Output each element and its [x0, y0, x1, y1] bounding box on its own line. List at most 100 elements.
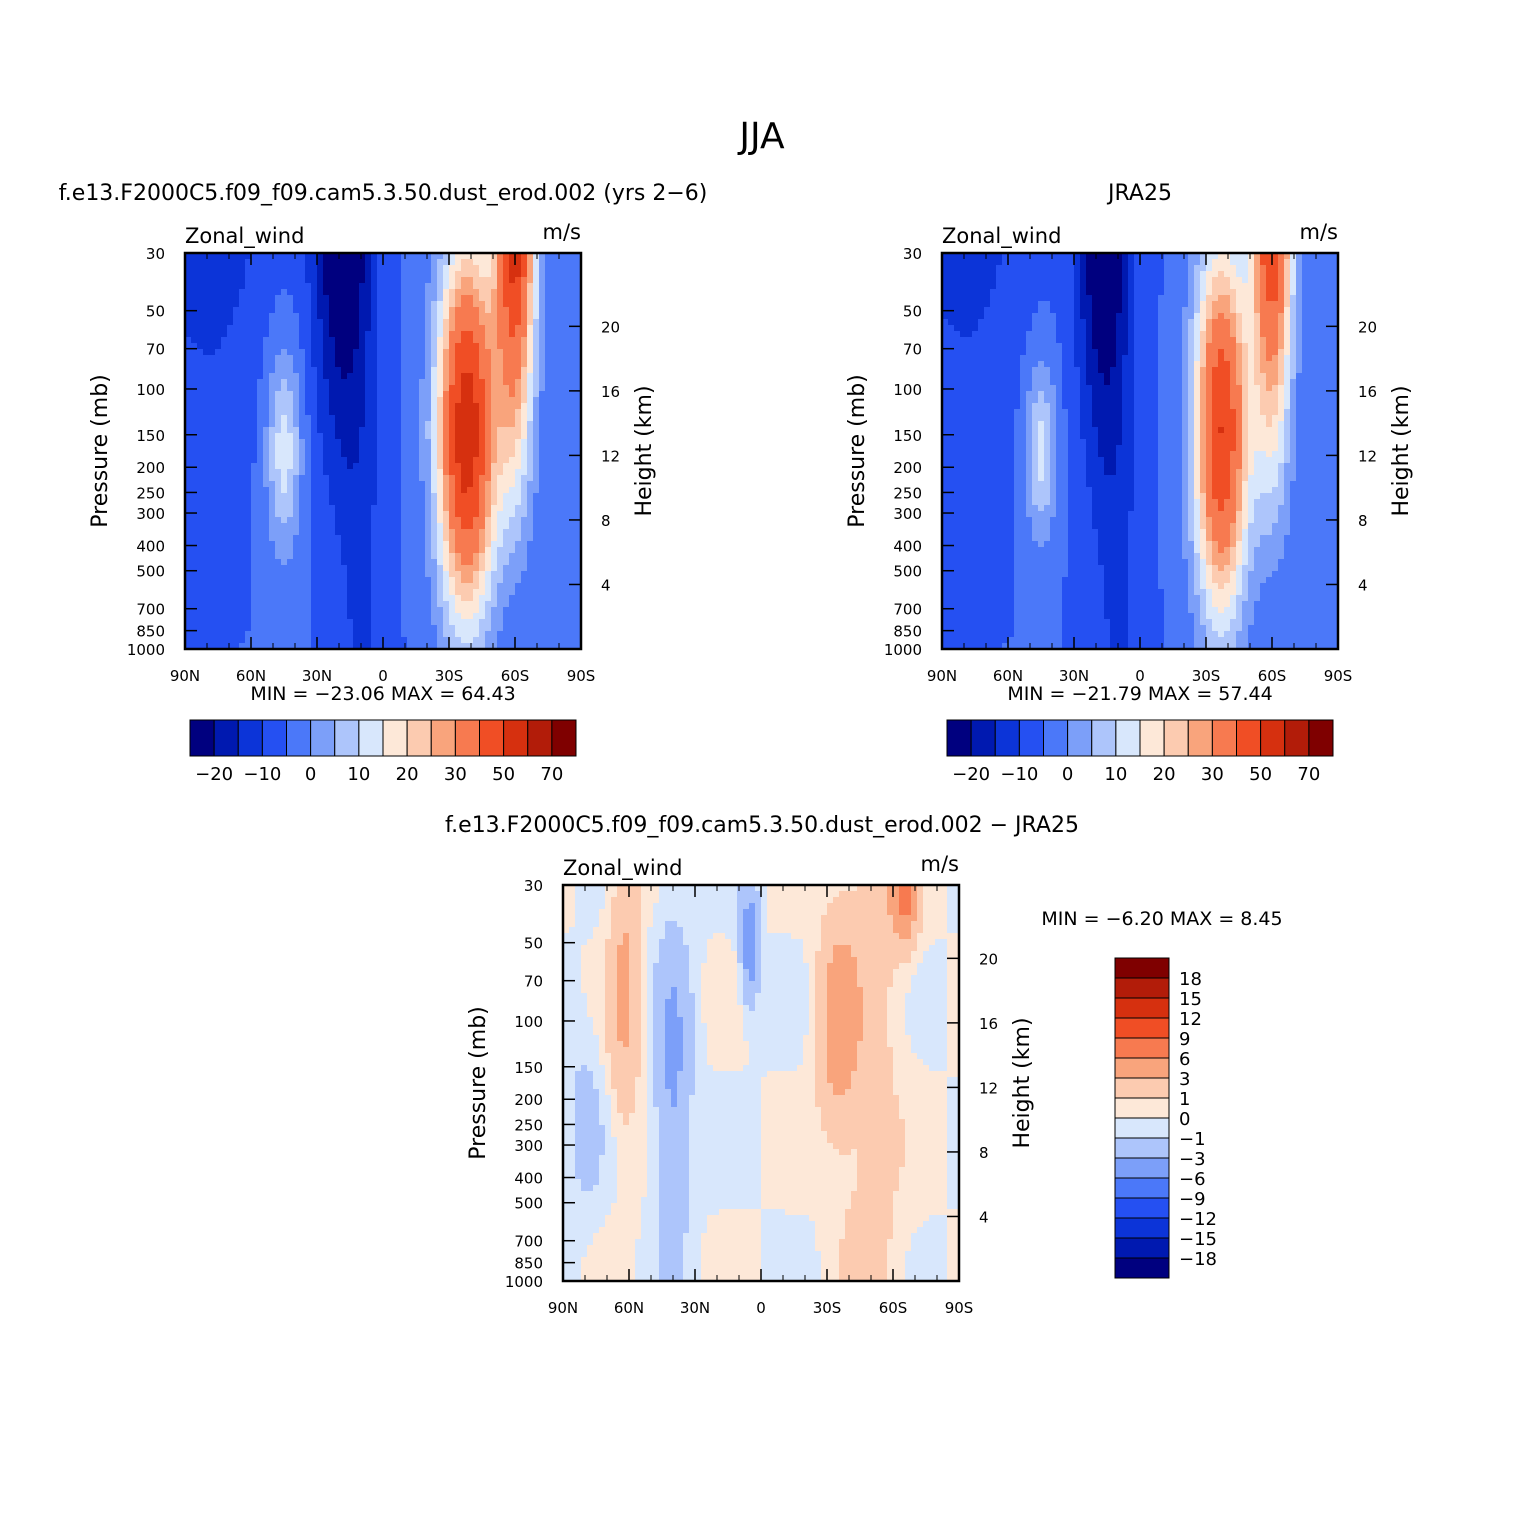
heatmap-cell	[960, 421, 967, 428]
heatmap-cell	[233, 559, 240, 566]
heatmap-cell	[978, 397, 985, 404]
heatmap-cell	[383, 511, 390, 518]
heatmap-cell	[515, 343, 522, 350]
heatmap-cell	[545, 289, 552, 296]
heatmap-cell	[227, 385, 234, 392]
heatmap-cell	[960, 631, 967, 638]
heatmap-cell	[431, 445, 438, 452]
heatmap-cell	[954, 295, 961, 302]
heatmap-cell	[389, 457, 396, 464]
heatmap-cell	[479, 553, 486, 560]
heatmap-cell	[419, 589, 426, 596]
heatmap-cell	[984, 469, 991, 476]
heatmap-cell	[978, 331, 985, 338]
heatmap-cell	[984, 301, 991, 308]
heatmap-cell	[521, 355, 528, 362]
heatmap-cell	[437, 367, 444, 374]
heatmap-cell	[449, 289, 456, 296]
heatmap-cell	[948, 457, 955, 464]
heatmap-cell	[557, 553, 564, 560]
heatmap-cell	[972, 319, 979, 326]
heatmap-cell	[443, 601, 450, 608]
heatmap-cell	[954, 607, 961, 614]
heatmap-cell	[341, 559, 348, 566]
heatmap-cell	[287, 553, 294, 560]
heatmap-cell	[401, 319, 408, 326]
heatmap-cell	[239, 541, 246, 548]
heatmap-cell	[275, 325, 282, 332]
heatmap-cell	[533, 385, 540, 392]
heatmap-cell	[449, 361, 456, 368]
heatmap-cell	[419, 271, 426, 278]
heatmap-cell	[203, 361, 210, 368]
heatmap-cell	[533, 589, 540, 596]
heatmap-cell	[431, 547, 438, 554]
heatmap-cell	[533, 349, 540, 356]
heatmap-cell	[491, 319, 498, 326]
heatmap-cell	[479, 511, 486, 518]
heatmap-cell	[407, 403, 414, 410]
heatmap-cell	[569, 277, 576, 284]
heatmap-cell	[383, 445, 390, 452]
heatmap-cell	[545, 637, 552, 644]
heatmap-cell	[251, 409, 258, 416]
heatmap-cell	[323, 331, 330, 338]
heatmap-cell	[473, 325, 480, 332]
heatmap-cell	[563, 493, 570, 500]
heatmap-cell	[251, 505, 258, 512]
heatmap-cell	[365, 541, 372, 548]
y-tick-label: 30	[146, 245, 165, 263]
heatmap-cell	[317, 295, 324, 302]
heatmap-cell	[197, 385, 204, 392]
heatmap-cell	[275, 463, 282, 470]
heatmap-cell	[557, 541, 564, 548]
heatmap-cell	[960, 259, 967, 266]
heatmap-cell	[984, 283, 991, 290]
heatmap-cell	[473, 367, 480, 374]
heatmap-cell	[966, 397, 973, 404]
heatmap-cell	[335, 595, 342, 602]
heatmap-cell	[467, 361, 474, 368]
heatmap-cell	[978, 307, 985, 314]
heatmap-cell	[221, 547, 228, 554]
heatmap-cell	[569, 451, 576, 458]
heatmap-cell	[972, 259, 979, 266]
heatmap-cell	[203, 583, 210, 590]
heatmap-cell	[263, 385, 270, 392]
heatmap-cell	[503, 589, 510, 596]
heatmap-cell	[407, 553, 414, 560]
heatmap-cell	[467, 511, 474, 518]
heatmap-cell	[245, 391, 252, 398]
heatmap-cell	[221, 499, 228, 506]
heatmap-cell	[377, 547, 384, 554]
heatmap-cell	[473, 331, 480, 338]
heatmap-cell	[527, 385, 534, 392]
colorbar-label: 20	[396, 764, 419, 785]
heatmap-cell	[233, 403, 240, 410]
heatmap-cell	[978, 601, 985, 608]
heatmap-cell	[215, 421, 222, 428]
heatmap-cell	[341, 517, 348, 524]
heatmap-cell	[335, 625, 342, 632]
heatmap-cell	[551, 319, 558, 326]
heatmap-cell	[203, 493, 210, 500]
heatmap-cell	[485, 463, 492, 470]
heatmap-cell	[371, 577, 378, 584]
heatmap-cell	[419, 403, 426, 410]
heatmap-cell	[425, 397, 432, 404]
heatmap-cell	[275, 313, 282, 320]
heatmap-cell	[215, 331, 222, 338]
heatmap-cell	[323, 283, 330, 290]
heatmap-cell	[311, 547, 318, 554]
heatmap-cell	[221, 259, 228, 266]
heatmap-cell	[978, 553, 985, 560]
heatmap-cell	[413, 481, 420, 488]
heatmap-cell	[485, 499, 492, 506]
heatmap-cell	[479, 277, 486, 284]
heatmap-cell	[239, 325, 246, 332]
heatmap-cell	[960, 607, 967, 614]
heatmap-cell	[197, 391, 204, 398]
heatmap-cell	[389, 295, 396, 302]
heatmap-cell	[323, 295, 330, 302]
heatmap-cell	[389, 493, 396, 500]
